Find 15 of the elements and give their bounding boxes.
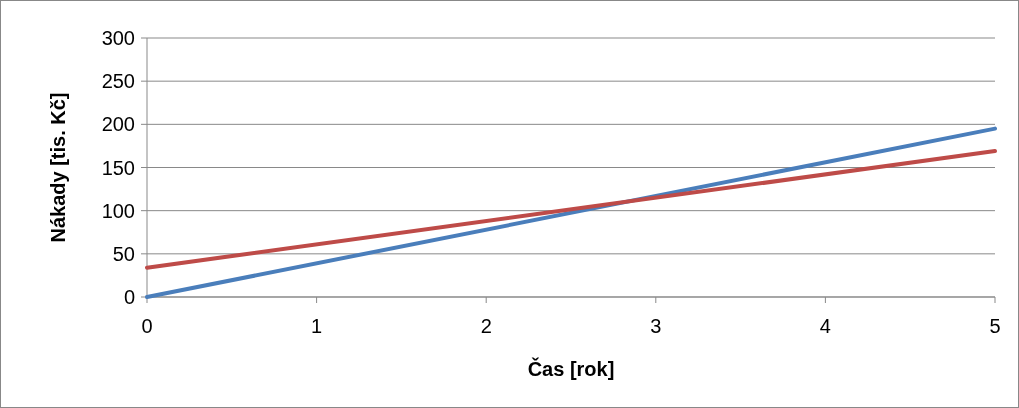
y-tick-label: 300 [101,27,135,49]
y-tick-label: 250 [101,70,135,93]
x-tick-label: 5 [989,315,1001,337]
x-tick-label: 2 [480,315,492,337]
y-tick-label: 100 [101,199,135,222]
y-tick-label: 50 [112,242,135,265]
y-tick-label: 0 [123,286,135,308]
y-tick-label: 150 [101,156,135,179]
x-tick-label: 4 [819,315,831,337]
y-tick-label: 200 [101,113,135,136]
x-axis-title: Čas [rok] [527,357,615,380]
x-tick-label: 0 [141,315,153,337]
y-axis-title: Nákady [tis. Kč] [47,92,69,243]
x-tick-label: 1 [311,315,323,337]
x-tick-label: 3 [650,315,662,337]
